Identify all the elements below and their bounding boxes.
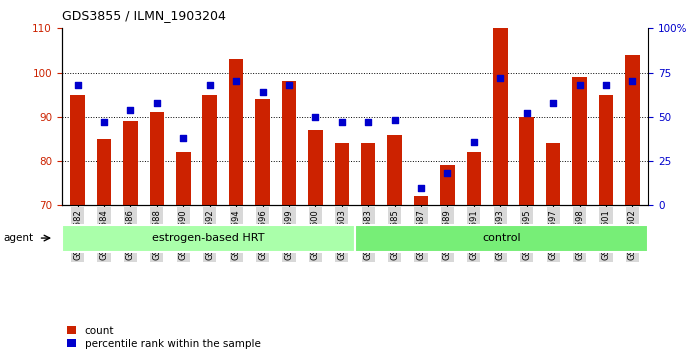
Bar	[599, 95, 613, 205]
Bar	[123, 121, 138, 205]
Text: agent: agent	[3, 233, 34, 243]
Point	[363, 119, 374, 125]
Bar	[282, 81, 296, 205]
Point	[600, 82, 611, 88]
Bar	[229, 59, 244, 205]
Bar	[546, 143, 560, 205]
Bar	[466, 152, 481, 205]
Bar	[572, 77, 587, 205]
Point	[416, 185, 427, 190]
Point	[283, 82, 294, 88]
Point	[72, 82, 83, 88]
Point	[442, 171, 453, 176]
Bar	[255, 99, 270, 205]
Point	[99, 119, 110, 125]
Point	[204, 82, 215, 88]
Bar	[71, 95, 85, 205]
Bar	[97, 139, 111, 205]
Legend: count, percentile rank within the sample: count, percentile rank within the sample	[67, 326, 261, 349]
Point	[574, 82, 585, 88]
Bar	[519, 117, 534, 205]
Point	[469, 139, 480, 144]
Bar	[493, 28, 508, 205]
Point	[310, 114, 321, 120]
Bar	[62, 224, 355, 252]
Point	[547, 100, 558, 105]
Point	[336, 119, 347, 125]
Point	[152, 100, 163, 105]
Bar	[440, 165, 455, 205]
Bar	[176, 152, 191, 205]
Bar	[414, 196, 428, 205]
Point	[389, 118, 400, 123]
Point	[230, 79, 241, 84]
Bar	[625, 55, 639, 205]
Bar	[388, 135, 402, 205]
Point	[257, 89, 268, 95]
Bar	[335, 143, 349, 205]
Bar	[308, 130, 322, 205]
Bar	[361, 143, 375, 205]
Text: control: control	[482, 233, 521, 243]
Bar	[202, 95, 217, 205]
Point	[178, 135, 189, 141]
Point	[627, 79, 638, 84]
Text: GDS3855 / ILMN_1903204: GDS3855 / ILMN_1903204	[62, 9, 226, 22]
Bar	[355, 224, 648, 252]
Point	[495, 75, 506, 81]
Bar	[150, 112, 164, 205]
Point	[125, 107, 136, 113]
Point	[521, 110, 532, 116]
Text: estrogen-based HRT: estrogen-based HRT	[152, 233, 265, 243]
